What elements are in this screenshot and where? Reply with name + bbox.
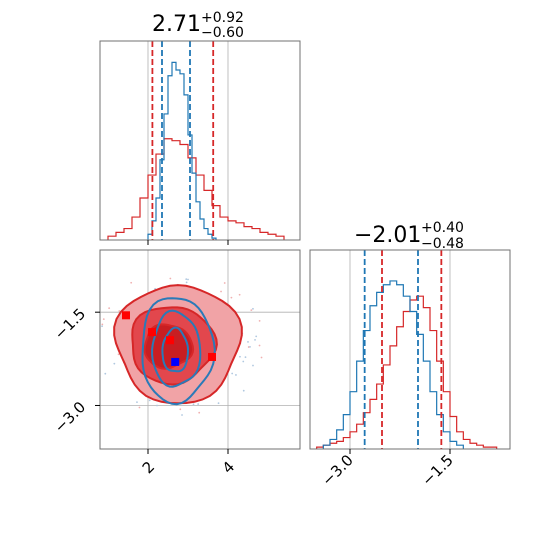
- sample-point: [239, 355, 241, 358]
- hist-frame: [309, 249, 511, 450]
- sample-point: [252, 364, 254, 367]
- sample-point: [117, 353, 120, 356]
- blue-contour-level-0: [141, 297, 216, 406]
- sample-point: [249, 346, 251, 348]
- histogram-panel-param1: [99, 40, 301, 245]
- x-tick-label: 2: [139, 458, 158, 477]
- sample-point: [198, 411, 201, 414]
- param2-title: −2.01 +0.40 −0.48: [354, 220, 464, 252]
- x-tick-label: 4: [219, 458, 238, 477]
- marker-point: [166, 336, 174, 345]
- sample-point: [101, 323, 104, 326]
- sample-point: [118, 310, 121, 312]
- sample-point: [169, 277, 172, 280]
- sample-point: [250, 309, 253, 312]
- marker-point: [148, 328, 156, 337]
- sample-point: [187, 278, 189, 281]
- sample-point: [258, 320, 261, 322]
- param1-title: 2.71 +0.92 −0.60: [152, 10, 244, 41]
- blue-contour-level-1: [151, 309, 202, 388]
- sample-point: [244, 356, 247, 359]
- joint-frame: [99, 249, 301, 450]
- param1-title-plus: +0.92: [201, 10, 244, 26]
- sample-point: [231, 372, 234, 375]
- param2-title-minus: −0.48: [421, 236, 464, 252]
- sample-point: [113, 362, 116, 365]
- sample-point: [197, 403, 200, 405]
- sample-point: [223, 282, 226, 284]
- sample-point: [97, 323, 99, 325]
- x-tick-label: −3.0: [318, 451, 356, 489]
- param2-title-median: −2.01: [354, 223, 421, 248]
- marker-point: [171, 357, 180, 366]
- param1-title-median: 2.71: [152, 12, 201, 37]
- sample-point: [247, 341, 249, 343]
- sample-point: [181, 414, 183, 416]
- sample-point: [138, 406, 141, 409]
- sample-point: [252, 307, 254, 310]
- sample-point: [255, 335, 258, 338]
- sample-point: [192, 403, 195, 406]
- sample-point: [136, 401, 138, 404]
- y-tick-label: −1.5: [51, 305, 89, 343]
- sample-point: [260, 356, 263, 359]
- hist-bg: [310, 250, 510, 449]
- sample-point: [242, 360, 245, 363]
- joint-density-panel: −1.5 −3.0 2 4: [51, 249, 301, 477]
- sample-point: [104, 372, 107, 375]
- sample-point: [148, 399, 151, 402]
- blue-contour-level-2: [161, 326, 190, 373]
- sample-point: [102, 318, 105, 321]
- param1-title-minus: −0.60: [201, 25, 244, 41]
- histogram-series-0: [107, 138, 285, 240]
- sample-point: [101, 325, 103, 328]
- sample-point: [179, 408, 182, 411]
- histogram-series-0: [316, 295, 498, 449]
- histogram-panel-param2: −3.0 −1.5: [309, 249, 511, 490]
- sample-point: [238, 293, 241, 296]
- sample-point: [185, 281, 188, 284]
- marker-point: [208, 352, 216, 361]
- x-tick-label: −1.5: [418, 451, 456, 489]
- hist-frame: [99, 40, 301, 241]
- sample-point: [242, 389, 245, 392]
- sample-point: [156, 404, 158, 407]
- sample-point: [108, 307, 111, 310]
- sample-point: [235, 374, 237, 376]
- sample-point: [185, 278, 188, 281]
- sample-point: [97, 342, 99, 344]
- sample-point: [258, 344, 261, 347]
- sample-point: [220, 290, 222, 293]
- y-tick-label: −3.0: [51, 398, 89, 436]
- histogram-series-1: [147, 61, 217, 240]
- sample-point: [254, 338, 256, 341]
- sample-point: [217, 402, 220, 405]
- sample-point: [230, 296, 233, 299]
- sample-point: [130, 281, 133, 284]
- marker-point: [122, 311, 130, 320]
- param2-title-plus: +0.40: [421, 220, 464, 236]
